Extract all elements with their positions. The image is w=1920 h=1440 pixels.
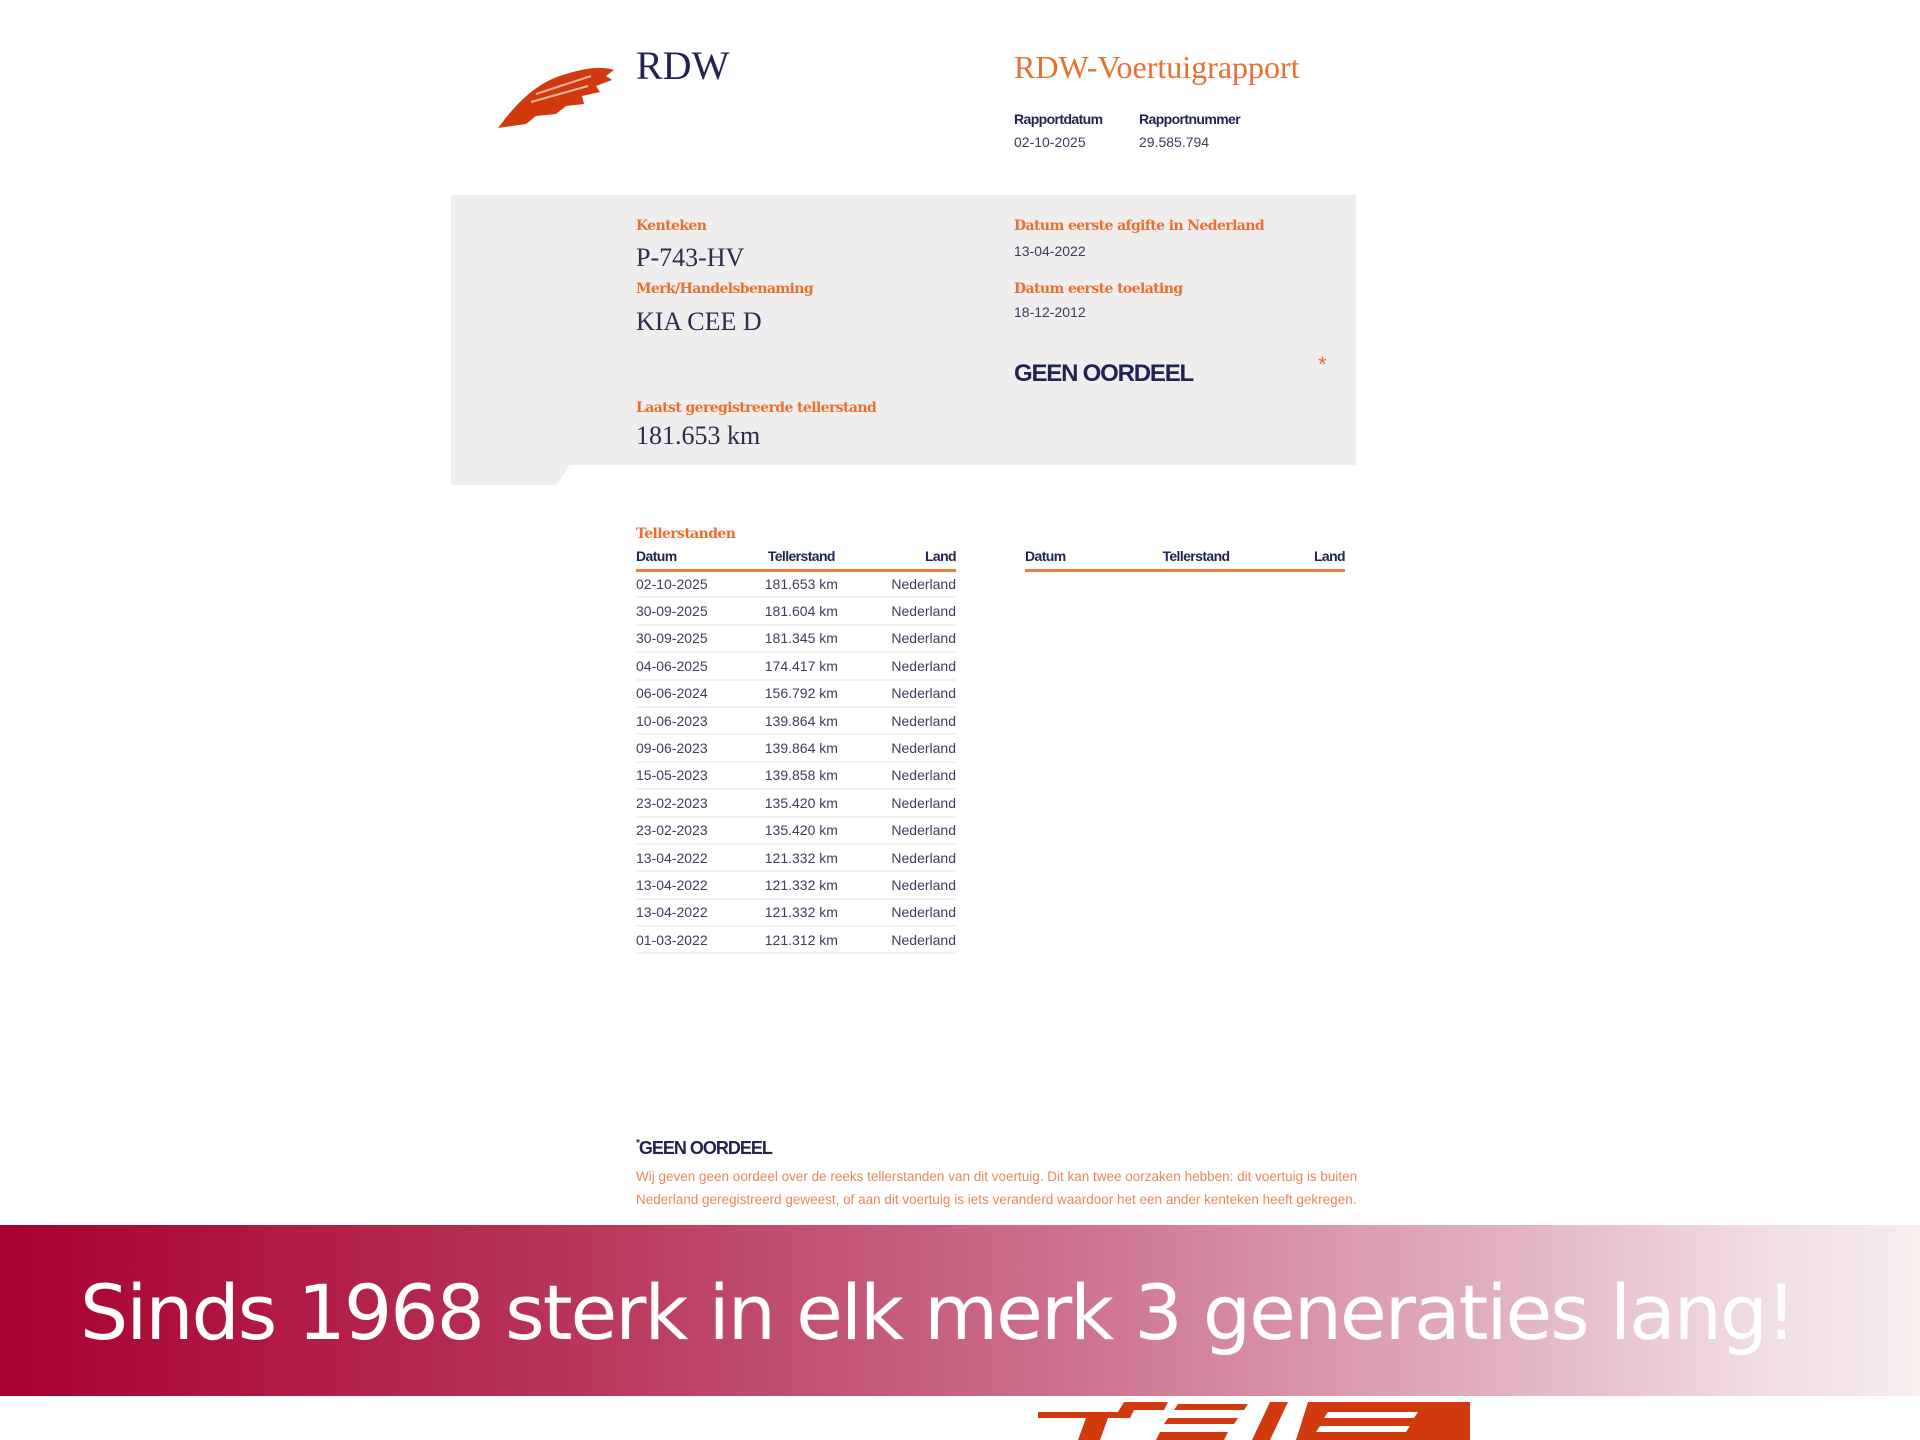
- cell-date: 13-04-2022: [636, 871, 746, 900]
- cell-country: Nederland: [857, 816, 956, 845]
- col-country: Land: [857, 546, 957, 572]
- cell-odometer: 156.792 km: [745, 679, 858, 708]
- cell-country: Nederland: [857, 843, 956, 873]
- cell-date: 13-04-2022: [636, 843, 746, 873]
- plate-label: Kenteken: [636, 218, 707, 234]
- cell-date: 06-06-2024: [636, 679, 746, 708]
- col-date: Datum: [1025, 546, 1119, 572]
- table-row: 04-06-2025 174.417 km Nederland: [636, 652, 956, 681]
- table-row: 13-04-2022 121.332 km Nederland: [636, 871, 956, 900]
- cell-odometer: 181.604 km: [745, 597, 858, 626]
- col-odometer: Tellerstand: [1118, 546, 1274, 572]
- cell-country: Nederland: [857, 624, 956, 654]
- cell-date: 30-09-2025: [636, 597, 746, 626]
- report-number: 29.585.794: [1139, 134, 1210, 150]
- verdict-asterisk: *: [1318, 352, 1327, 377]
- odometer-table-continued: Datum Tellerstand Land: [1025, 546, 1346, 572]
- promo-banner: [0, 1225, 1920, 1396]
- cell-odometer: 174.417 km: [745, 652, 858, 681]
- cell-country: Nederland: [857, 597, 956, 626]
- rdw-logo-icon: [498, 67, 614, 128]
- table-row: 13-04-2022 121.332 km Nederland: [636, 898, 956, 928]
- cell-country: Nederland: [857, 761, 956, 791]
- footnote-title: *GEEN OORDEEL: [636, 1138, 773, 1158]
- report-date-label: Rapportdatum: [1014, 111, 1103, 127]
- plate-value: P-743-HV: [636, 243, 745, 272]
- org-name: RDW: [636, 43, 730, 88]
- cell-country: Nederland: [857, 871, 956, 900]
- cell-odometer: 139.864 km: [745, 734, 858, 763]
- brand-value: KIA CEE D: [636, 307, 762, 336]
- first-nl-value: 13-04-2022: [1014, 243, 1086, 259]
- cell-date: 02-10-2025: [636, 570, 746, 599]
- cell-odometer: 121.332 km: [745, 843, 858, 873]
- cell-country: Nederland: [857, 570, 956, 599]
- cell-country: Nederland: [857, 789, 956, 818]
- cell-date: 23-02-2023: [636, 816, 746, 845]
- cell-date: 13-04-2022: [636, 898, 746, 928]
- last-odometer-label: Laatst geregistreerde tellerstand: [636, 400, 877, 416]
- table-row: 10-06-2023 139.864 km Nederland: [636, 706, 956, 736]
- cell-country: Nederland: [857, 898, 956, 928]
- cell-country: Nederland: [857, 679, 956, 708]
- cell-odometer: 139.858 km: [745, 761, 858, 791]
- table-row: 30-09-2025 181.604 km Nederland: [636, 597, 956, 626]
- cell-date: 30-09-2025: [636, 624, 746, 654]
- col-odometer: Tellerstand: [745, 546, 858, 572]
- cell-odometer: 135.420 km: [745, 816, 858, 845]
- cell-odometer: 139.864 km: [745, 706, 858, 736]
- cell-country: Nederland: [857, 706, 956, 736]
- verdict: GEEN OORDEEL: [1014, 360, 1194, 387]
- cell-date: 23-02-2023: [636, 789, 746, 818]
- first-admission-label: Datum eerste toelating: [1014, 281, 1183, 297]
- table-row: 15-05-2023 139.858 km Nederland: [636, 761, 956, 791]
- table-row: 01-03-2022 121.312 km Nederland: [636, 926, 956, 955]
- odometer-title: Tellerstanden: [636, 526, 736, 542]
- table-row: 23-02-2023 135.420 km Nederland: [636, 789, 956, 818]
- cell-odometer: 135.420 km: [745, 789, 858, 818]
- table-row: 02-10-2025 181.653 km Nederland: [636, 570, 956, 599]
- panel-notch: [451, 463, 571, 485]
- cell-date: 01-03-2022: [636, 926, 746, 955]
- cell-odometer: 181.345 km: [745, 624, 858, 654]
- report-title: RDW-Voertuigrapport: [1014, 49, 1300, 85]
- first-nl-label: Datum eerste afgifte in Nederland: [1014, 218, 1265, 234]
- report-number-label: Rapportnummer: [1139, 111, 1241, 127]
- cell-country: Nederland: [857, 652, 956, 681]
- cell-date: 09-06-2023: [636, 734, 746, 763]
- cell-odometer: 121.312 km: [745, 926, 858, 955]
- report-date: 02-10-2025: [1014, 134, 1086, 150]
- brand-label: Merk/Handelsbenaming: [636, 281, 814, 297]
- table-row: 06-06-2024 156.792 km Nederland: [636, 679, 956, 708]
- first-admission-value: 18-12-2012: [1014, 304, 1086, 320]
- cell-odometer: 121.332 km: [745, 898, 858, 928]
- footnote-text: Wij geven geen oordeel over de reeks tel…: [636, 1169, 1358, 1207]
- col-country: Land: [1273, 546, 1346, 572]
- cell-date: 15-05-2023: [636, 761, 746, 791]
- cell-odometer: 121.332 km: [745, 871, 858, 900]
- table-row: 23-02-2023 135.420 km Nederland: [636, 816, 956, 845]
- col-date: Datum: [636, 546, 746, 572]
- cell-country: Nederland: [857, 734, 956, 763]
- vehicle-summary-panel: [451, 195, 1356, 465]
- cell-odometer: 181.653 km: [745, 570, 858, 599]
- table-row: 13-04-2022 121.332 km Nederland: [636, 843, 956, 873]
- cell-date: 10-06-2023: [636, 706, 746, 736]
- table-row: 30-09-2025 181.345 km Nederland: [636, 624, 956, 654]
- footnote-marker: *: [636, 1138, 640, 1149]
- cell-date: 04-06-2025: [636, 652, 746, 681]
- promo-slogan: Sinds 1968 sterk in elk merk 3 generatie…: [80, 1268, 1797, 1357]
- cell-country: Nederland: [857, 926, 956, 955]
- last-odometer-value: 181.653 km: [636, 421, 761, 450]
- odometer-table: Datum Tellerstand Land 02-10-2025 181.653…: [636, 546, 957, 955]
- dealer-logo-icon: [1038, 1402, 1470, 1440]
- table-row: 09-06-2023 139.864 km Nederland: [636, 734, 956, 763]
